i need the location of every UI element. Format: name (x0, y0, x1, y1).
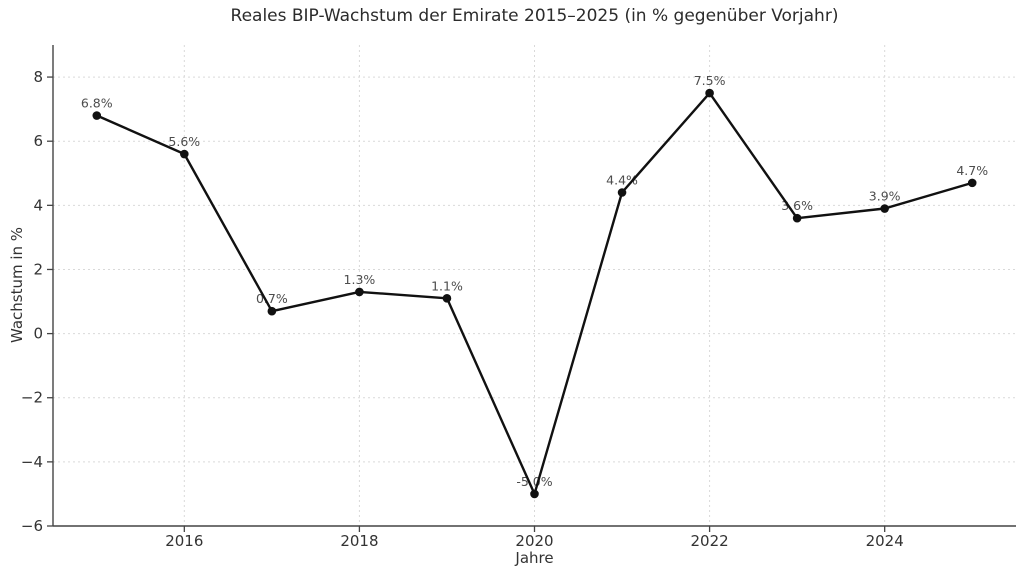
x-tick-label: 2022 (690, 532, 728, 550)
data-point (617, 188, 627, 197)
data-point (967, 178, 977, 188)
data-point-label: 1.3% (344, 272, 376, 287)
data-point (355, 287, 364, 297)
y-tick-label: 0 (33, 325, 43, 343)
y-tick-label: −2 (21, 389, 43, 407)
data-point-label: 3.9% (869, 189, 901, 204)
data-point (92, 111, 102, 120)
data-point-label: -5.0% (516, 474, 552, 489)
data-point (442, 294, 452, 303)
data-point-label: 3.6% (781, 198, 813, 213)
data-point (180, 149, 189, 159)
y-tick-label: 4 (33, 196, 43, 214)
data-point (705, 88, 714, 98)
data-point-label: 7.5% (694, 73, 726, 88)
data-point-label: 5.6% (168, 134, 200, 149)
y-tick-label: −6 (21, 517, 43, 535)
y-tick-label: 6 (33, 132, 43, 150)
x-tick-label: 2020 (515, 532, 553, 550)
data-point-label: 6.8% (81, 96, 113, 111)
data-point (267, 306, 277, 316)
y-tick-label: 2 (33, 260, 43, 278)
chart-title: Reales BIP-Wachstum der Emirate 2015–202… (230, 6, 839, 26)
y-tick-label: 8 (33, 68, 43, 86)
data-point (530, 489, 539, 499)
gdp-growth-line (95, 91, 974, 496)
x-tick-label: 2018 (340, 532, 378, 550)
data-point (880, 204, 889, 213)
x-tick-label: 2016 (165, 532, 203, 550)
x-tick-label: 2024 (866, 532, 904, 550)
y-tick-label: −4 (21, 453, 43, 471)
data-point (792, 213, 802, 223)
x-axis-label: Jahre (515, 549, 554, 567)
data-point-label: 1.1% (431, 278, 463, 293)
data-point-label: 4.7% (956, 163, 988, 178)
